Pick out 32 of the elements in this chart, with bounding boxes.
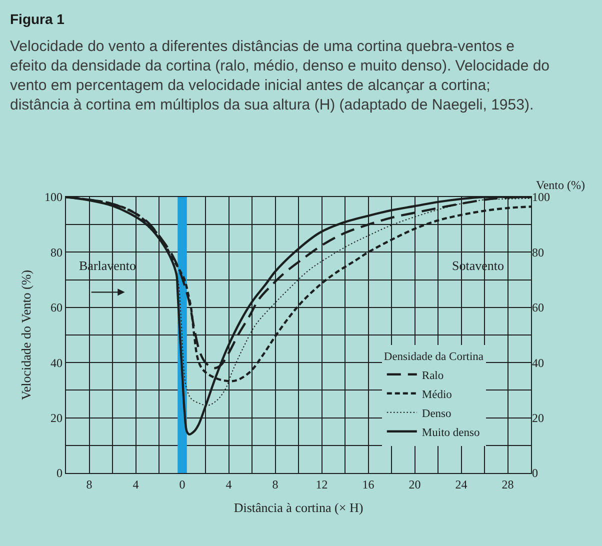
x-tick-label: 12: [316, 478, 328, 492]
chart-subtitle: Velocidade do vento a diferentes distâncias de uma cortina quebra-ventos e efeito da densidade da cortina (ralo, médio, denso e muito denso). Velocidade do vento em percentagem da velocidade inicial antes de alcançar a cortina; distância à cortina em múltiplos da sua altura (H) (adaptado de Naegeli, 1953).: [10, 38, 550, 114]
y2-axis-title: Vento (%): [536, 178, 585, 192]
y2-tick-label: 0: [532, 466, 538, 480]
x-tick-label: 24: [455, 478, 468, 492]
legend-label: Denso: [422, 408, 452, 420]
y-tick-label: 80: [50, 245, 62, 260]
x-tick-label: 20: [408, 478, 421, 492]
x-tick-label: 8: [272, 478, 278, 492]
y2-tick-label: 20: [532, 411, 544, 425]
y-tick-label: 100: [44, 190, 62, 204]
x-tick-label: 16: [362, 478, 374, 492]
legend-label: Ralo: [422, 370, 444, 382]
x-tick-label: 0: [179, 478, 186, 492]
chart-title: Figura 1: [10, 10, 65, 27]
y-axis-title: Velocidade do Vento (%): [18, 270, 34, 400]
x-tick-label: 8: [86, 478, 92, 492]
y-tick-label: 60: [50, 300, 62, 315]
y2-tick-label: 80: [532, 245, 544, 260]
legend-label: Médio: [422, 388, 452, 401]
x-tick-label: 4: [226, 478, 232, 492]
legend-label: Muito denso: [422, 426, 480, 439]
y-tick-label: 0: [56, 466, 62, 480]
y-tick-label: 20: [50, 411, 62, 425]
legend-title: Densidade da Cortina: [384, 350, 484, 363]
y2-tick-label: 100: [532, 190, 550, 204]
y-tick-label: 40: [50, 356, 62, 370]
x-tick-label: 4: [132, 478, 139, 492]
x-tick-label: 28: [502, 478, 514, 492]
x-axis-title: Distância à cortina (× H): [234, 500, 364, 516]
y2-tick-label: 60: [532, 300, 544, 315]
y2-tick-label: 40: [532, 356, 544, 370]
